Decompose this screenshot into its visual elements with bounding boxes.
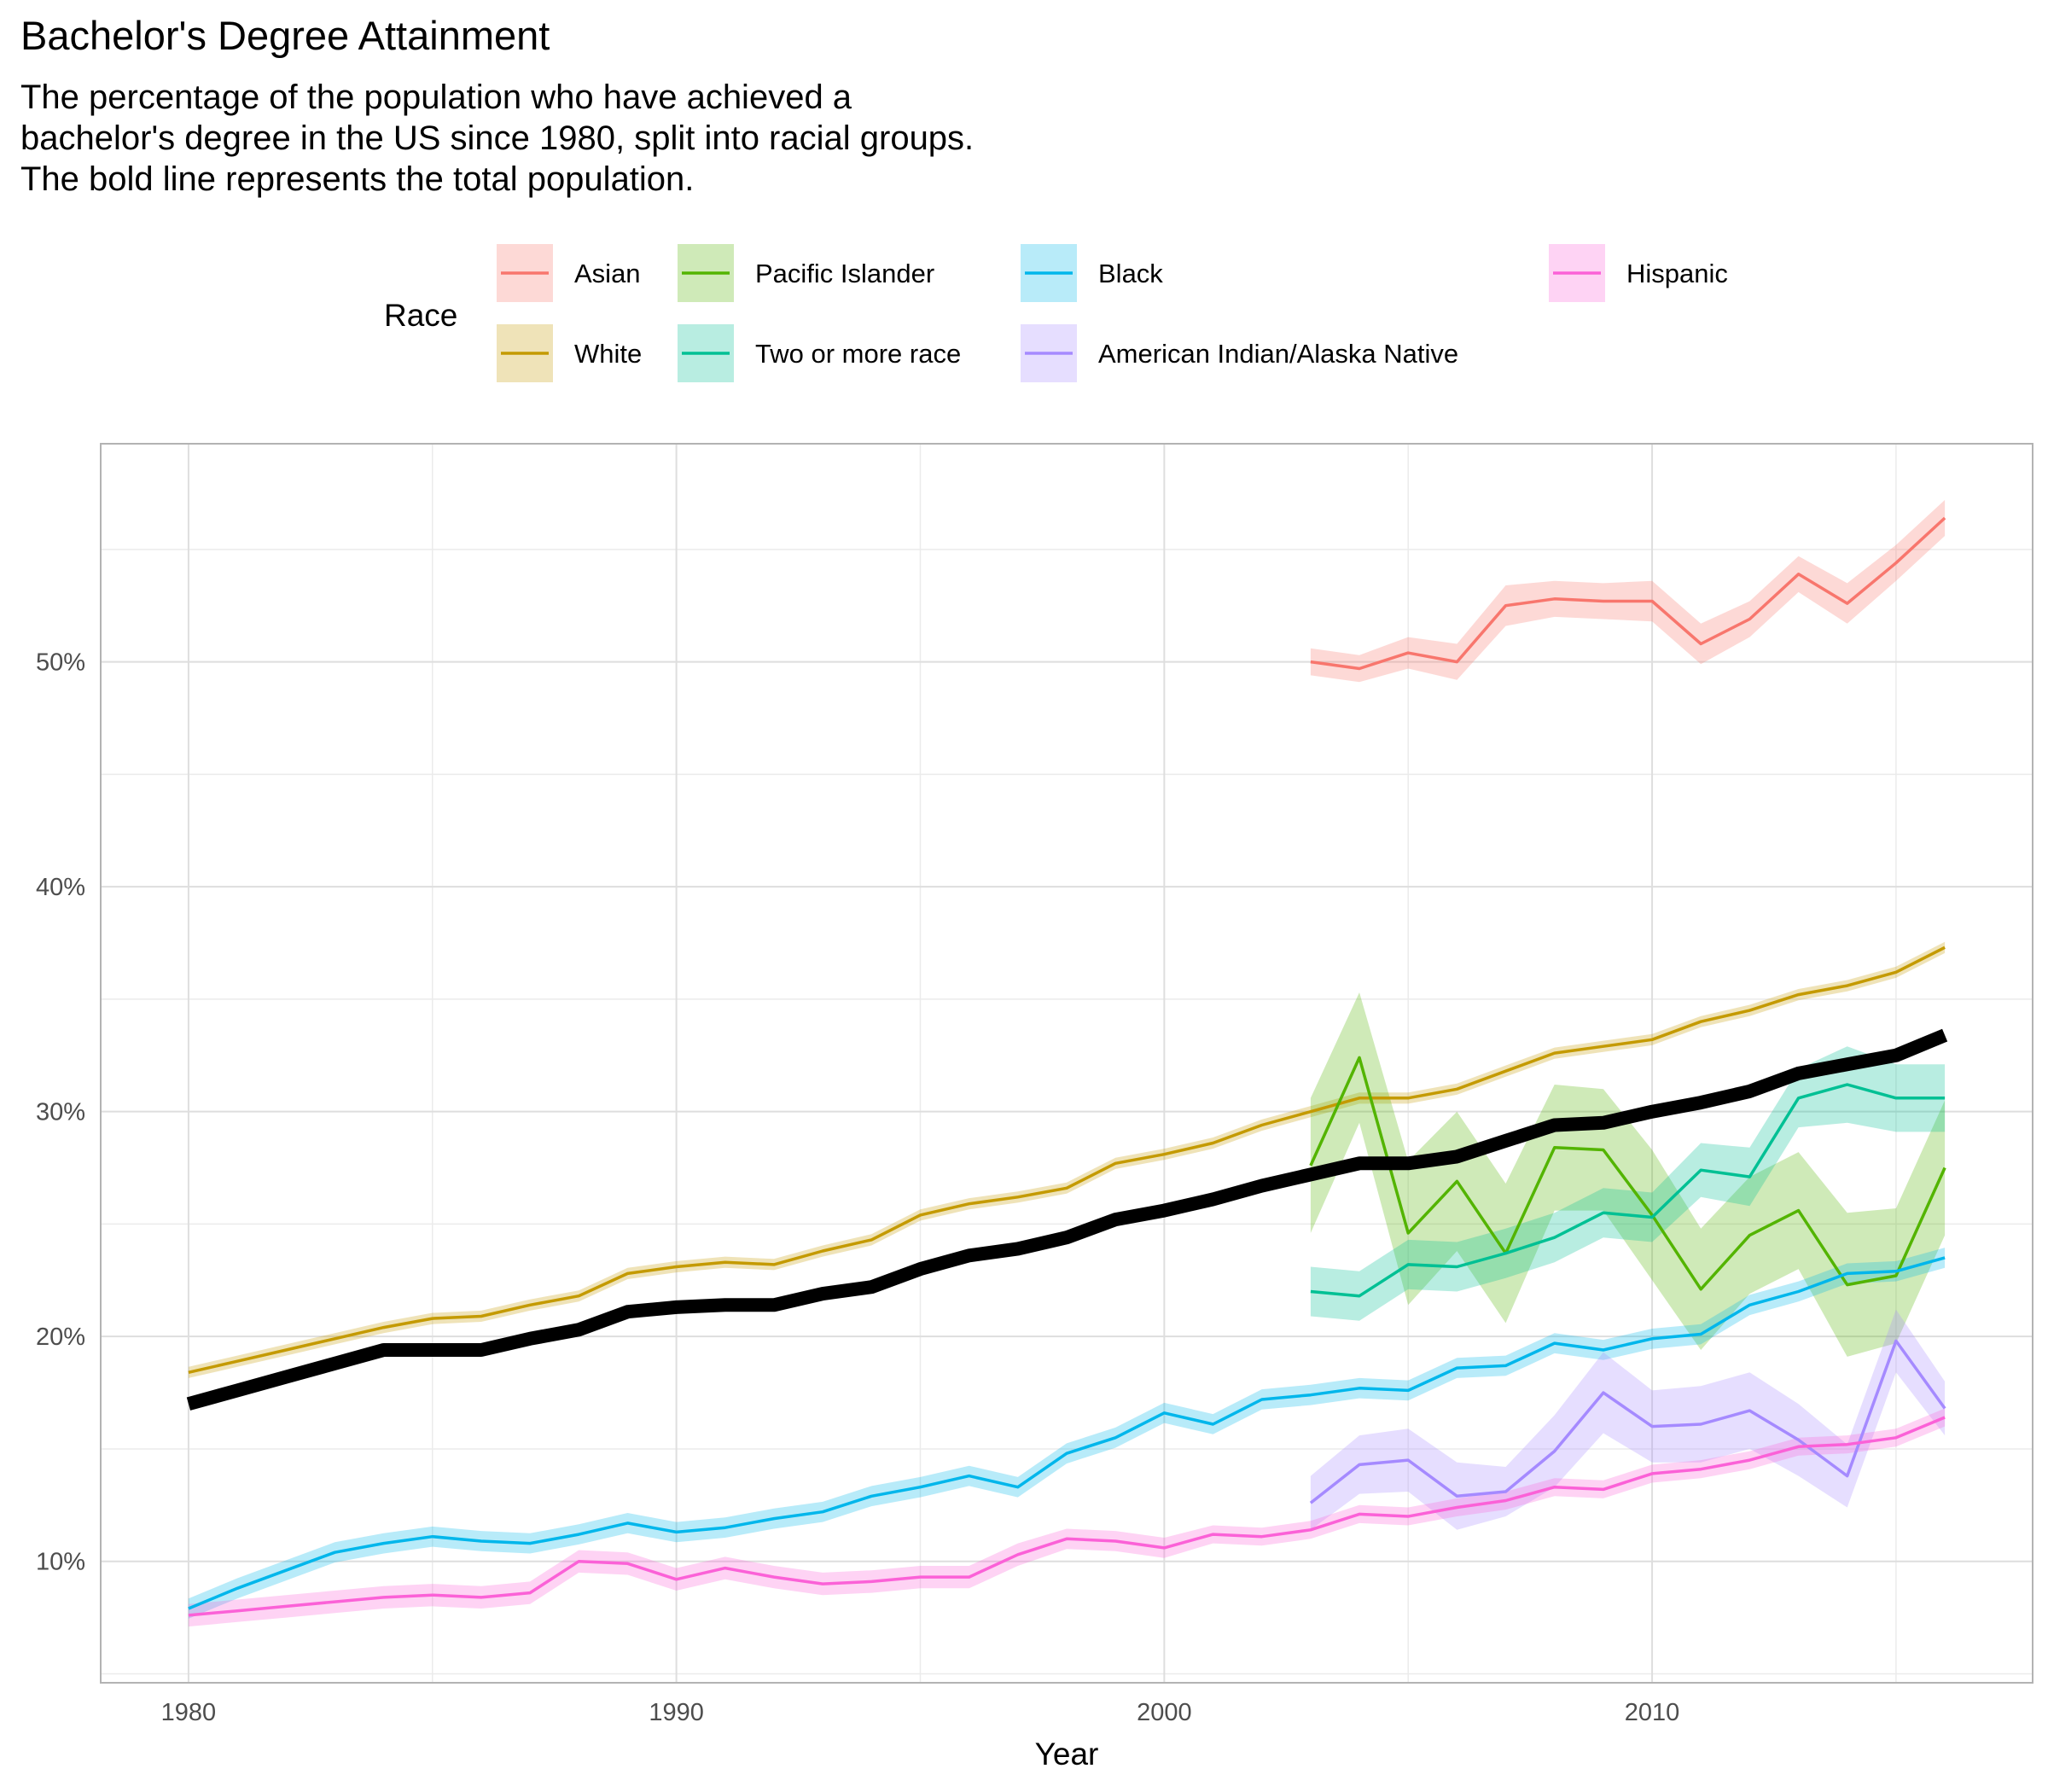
plot-area — [100, 443, 2033, 1684]
series-line-two-or-more-race — [1310, 1083, 1946, 1298]
series-line-asian — [1310, 516, 1946, 671]
plot-border — [100, 443, 2033, 1684]
series-line-black — [188, 1256, 1946, 1610]
series-line-white — [188, 945, 1946, 1375]
ribbon-asian — [1310, 499, 1946, 683]
series-line-hispanic — [188, 1416, 1946, 1617]
ribbon-american-indian-alaska-native — [1310, 1309, 1946, 1530]
legend-item-black: Black — [1021, 244, 1163, 302]
y-tick-label: 20% — [36, 1324, 85, 1351]
series-line-pacific-islander — [1309, 1056, 1946, 1291]
x-tick-label: 1980 — [161, 1699, 217, 1726]
legend-label-pacific-islander: Pacific Islander — [755, 259, 934, 288]
legend: Race Asian White Pacific Islander Two or mo… — [384, 244, 1728, 382]
legend-item-asian: Asian — [497, 244, 641, 302]
y-tick-label: 50% — [36, 649, 85, 677]
series-line-total — [186, 1028, 1948, 1411]
legend-item-two-or-more-race: Two or more race — [678, 324, 961, 382]
subtitle-line-2: bachelor's degree in the US since 1980, … — [20, 119, 975, 157]
ribbon-hispanic — [188, 1408, 1946, 1627]
grid-major — [101, 444, 2033, 1683]
chart-subtitle: The percentage of the population who hav… — [20, 77, 974, 200]
subtitle-line-3: The bold line represents the total popul… — [20, 160, 695, 198]
ribbon-pacific-islander — [1310, 992, 1946, 1357]
x-tick-label: 2000 — [1137, 1699, 1192, 1726]
legend-label-asian: Asian — [574, 259, 641, 288]
legend-item-white: White — [497, 324, 642, 382]
legend-label-two-or-more-race: Two or more race — [755, 339, 961, 369]
legend-label-hispanic: Hispanic — [1626, 259, 1728, 288]
legend-item-american-indian-alaska-native: American Indian/Alaska Native — [1021, 324, 1458, 382]
ribbon-white — [188, 941, 1946, 1378]
subtitle-line-1: The percentage of the population who hav… — [20, 79, 852, 116]
series-lines — [186, 516, 1948, 1617]
legend-title: Race — [384, 298, 457, 333]
legend-label-white: White — [574, 339, 642, 369]
legend-label-black: Black — [1098, 259, 1163, 288]
y-tick-label: 40% — [36, 874, 85, 901]
legend-label-american-indian-alaska-native: American Indian/Alaska Native — [1098, 339, 1458, 369]
legend-items: Asian White Pacific Islander Two or more ra… — [497, 244, 1728, 382]
x-axis: 1980 1990 2000 2010 — [161, 1699, 1680, 1726]
y-tick-label: 10% — [36, 1549, 85, 1576]
ribbon-black — [188, 1248, 1946, 1619]
chart-title: Bachelor's Degree Attainment — [20, 13, 550, 58]
y-axis: 10% 20% 30% 40% 50% — [36, 649, 85, 1576]
legend-item-pacific-islander: Pacific Islander — [678, 244, 934, 302]
x-axis-title: Year — [1035, 1737, 1099, 1772]
y-tick-label: 30% — [36, 1099, 85, 1126]
x-tick-label: 1990 — [649, 1699, 704, 1726]
legend-item-hispanic: Hispanic — [1549, 244, 1728, 302]
x-tick-label: 2010 — [1625, 1699, 1680, 1726]
grid-minor — [101, 444, 2033, 1683]
plot-panel — [101, 444, 2033, 1683]
series-line-american-indian-alaska-native — [1309, 1339, 1946, 1504]
